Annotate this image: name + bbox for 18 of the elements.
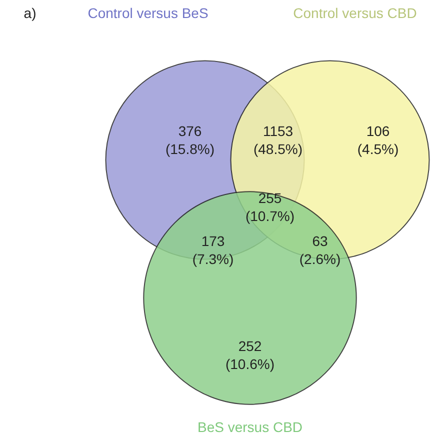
text: Control versus BeS [88, 5, 208, 21]
text: (10.7%) [245, 208, 295, 224]
text: (4.5%) [357, 141, 399, 157]
text: (10.6%) [225, 356, 275, 372]
text: Control versus CBD [293, 5, 417, 21]
text: a) [24, 5, 36, 21]
text: BeS versus CBD [197, 419, 303, 435]
data-label: 255 [258, 190, 282, 206]
data-label: 63 [312, 233, 328, 249]
text: (7.3%) [192, 251, 234, 267]
data-label: 376 [178, 123, 202, 139]
data-label: 1153 [262, 123, 294, 139]
text: (48.5%) [253, 141, 303, 157]
data-label: 106 [366, 123, 390, 139]
data-label: 173 [201, 233, 225, 249]
text: (15.8%) [165, 141, 215, 157]
data-label: 252 [238, 338, 262, 354]
text: (2.6%) [299, 251, 341, 267]
